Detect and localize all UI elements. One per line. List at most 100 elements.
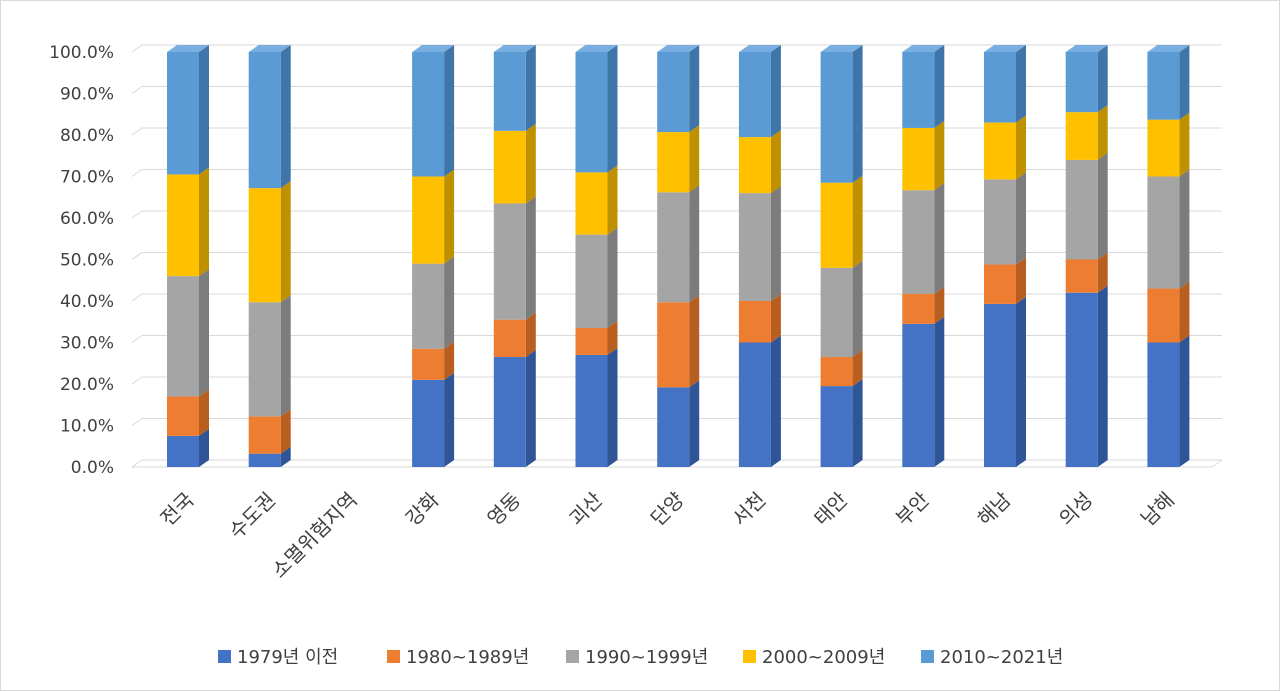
bar-front-face: [738, 301, 771, 343]
bar-segment: [820, 260, 863, 358]
bar-front-face: [738, 137, 771, 194]
bar-segment: [1065, 152, 1108, 260]
bar-top-face: [738, 45, 781, 52]
bar-side-face: [1179, 169, 1190, 289]
bar-front-face: [575, 52, 608, 173]
x-category-label: 남해: [1136, 488, 1179, 531]
bar-side-face: [607, 227, 618, 328]
bar-side-face: [444, 256, 455, 349]
bar-segment: [657, 125, 700, 193]
bar-side-face: [852, 260, 863, 358]
bar-side-face: [1097, 105, 1108, 160]
x-category-label: 부안: [891, 488, 934, 531]
bar-side-face: [607, 165, 618, 235]
bar-side-face: [934, 316, 945, 467]
bar-side-face: [1179, 335, 1190, 467]
bar-front-face: [248, 416, 281, 454]
bar-segment: [1065, 285, 1108, 467]
bar-front-face: [1147, 288, 1180, 343]
bars: [167, 45, 1190, 467]
bar-side-face: [525, 350, 536, 467]
bar-segment: [575, 320, 618, 355]
legend-label: 2010~2021년: [940, 647, 1063, 668]
bar-segment: [738, 130, 781, 194]
bar-top-face: [1147, 45, 1190, 52]
bar-segment: [902, 120, 945, 191]
bar-top-face: [984, 45, 1026, 52]
bar-segment: [412, 169, 455, 264]
bar-segment: [248, 409, 291, 454]
y-tick-label: 80.0%: [60, 126, 114, 146]
x-category-label: 영동: [482, 488, 525, 531]
bar-front-face: [902, 127, 935, 191]
bar-segment: [984, 257, 1026, 304]
bar-segment: [412, 372, 455, 467]
bar-side-face: [1179, 112, 1190, 177]
y-axis-ticks: 0.0% 10.0% 20.0% 30.0% 40.0% 50.0% 60.0% 70.0% 8…: [49, 43, 114, 478]
bar-front-face: [167, 52, 199, 175]
bar-segment: [493, 350, 536, 467]
bar-side-face: [1179, 281, 1190, 343]
bar-segment: [248, 295, 291, 417]
bar-segment: [820, 45, 863, 183]
bar-side-face: [934, 183, 945, 294]
gridline-diagonal: [131, 252, 143, 260]
bar-segment: [1147, 281, 1190, 343]
y-tick-label: 40.0%: [60, 292, 114, 312]
bar-top-face: [493, 45, 536, 52]
bar-segment: [984, 45, 1026, 123]
y-tick-label: 30.0%: [60, 334, 114, 354]
bar-side-face: [1179, 45, 1190, 120]
bar-front-face: [1147, 119, 1180, 177]
x-category-label: 해남: [973, 488, 1016, 531]
bar-side-face: [1016, 257, 1026, 304]
bar-side-face: [280, 409, 291, 454]
bar-front-face: [984, 52, 1016, 123]
bar-side-face: [1097, 152, 1108, 260]
bar-front-face: [738, 193, 771, 301]
gridline-diagonal: [131, 210, 143, 219]
bar-front-face: [493, 319, 526, 358]
x-category-label: 단양: [646, 488, 689, 531]
legend-item: 1980~1989년: [387, 647, 529, 668]
x-category-label: 서천: [727, 488, 770, 531]
bar-side-face: [689, 185, 700, 303]
bar-front-face: [412, 176, 445, 264]
bar-side-face: [689, 45, 700, 133]
bar-segment: [738, 186, 781, 301]
bar-front-face: [1065, 52, 1098, 113]
bar-front-face: [493, 203, 526, 320]
bar-segment: [248, 45, 291, 189]
bar-side-face: [1097, 252, 1108, 293]
bar-side-face: [1097, 285, 1108, 467]
bar-side-face: [689, 380, 700, 467]
bar-segment: [1147, 45, 1190, 120]
bar-front-face: [167, 174, 199, 277]
bar-top-face: [902, 45, 945, 52]
bar-side-face: [1016, 296, 1026, 467]
y-tick-label: 70.0%: [60, 168, 114, 188]
bar-segment: [657, 45, 700, 133]
bar-side-face: [1097, 45, 1108, 113]
gridline-diagonal: [131, 127, 143, 136]
bar-front-face: [412, 52, 445, 177]
bar-front-face: [902, 293, 935, 324]
bar-top-face: [1065, 45, 1108, 52]
bar-front-face: [902, 190, 935, 294]
bar-side-face: [1016, 115, 1026, 180]
bar-front-face: [902, 323, 935, 467]
bar-side-face: [770, 335, 781, 467]
y-tick-label: 90.0%: [60, 85, 114, 105]
bar-front-face: [575, 354, 608, 467]
bar-side-face: [852, 379, 863, 467]
legend-item: 2000~2009년: [743, 647, 885, 668]
bar-front-face: [493, 130, 526, 204]
bar-segment: [248, 181, 291, 303]
bar-segment: [820, 379, 863, 467]
bar-front-face: [657, 192, 690, 303]
legend-item: 1979년 이전: [218, 647, 338, 668]
bar-front-face: [1065, 112, 1098, 160]
bar-side-face: [607, 45, 618, 173]
